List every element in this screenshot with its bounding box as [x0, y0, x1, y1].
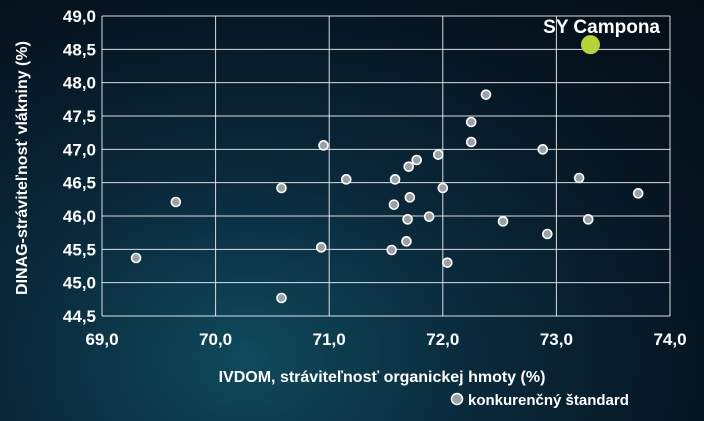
scatter-point — [386, 244, 397, 256]
scatter-point — [389, 174, 401, 185]
grid-lines — [101, 15, 671, 317]
y-tick-label: 49,0 — [63, 7, 96, 26]
y-axis-title: DINAG-stráviteľnosť vlákniny (%) — [14, 41, 31, 295]
scatter-point — [537, 144, 549, 155]
scatter-point — [497, 216, 509, 227]
x-axis-ticks: 69,0 70,0 71,0 72,0 73,0 74,0 — [85, 330, 686, 349]
x-tick-label: 69,0 — [85, 330, 118, 349]
scatter-point — [403, 161, 415, 172]
y-tick-label: 44,5 — [63, 307, 96, 326]
x-tick-label: 71,0 — [313, 330, 346, 349]
scatter-point — [442, 257, 453, 268]
legend-marker — [450, 392, 464, 406]
scatter-point — [411, 154, 422, 166]
y-tick-label: 45,0 — [63, 274, 96, 293]
scatter-point — [276, 292, 287, 304]
scatter-point — [404, 192, 416, 203]
scatter-point — [315, 242, 327, 253]
scatter-point — [388, 199, 400, 210]
scatter-point — [401, 236, 412, 247]
y-tick-label: 47,0 — [63, 140, 96, 159]
scatter-point — [170, 196, 182, 208]
y-tick-label: 46,0 — [63, 207, 96, 226]
x-tick-label: 70,0 — [199, 330, 232, 349]
x-tick-label: 72,0 — [426, 330, 459, 349]
scatter-point — [573, 172, 585, 184]
x-tick-label: 73,0 — [540, 330, 573, 349]
scatter-point — [480, 89, 492, 100]
scatter-point — [340, 174, 352, 185]
x-tick-label: 74,0 — [653, 330, 686, 349]
scatter-point — [318, 140, 329, 151]
scatter-point — [542, 228, 553, 240]
legend: konkurenčný štandard — [450, 392, 629, 409]
scatter-point — [465, 116, 477, 128]
y-axis-ticks: 44,5 45,0 45,5 46,0 46,5 47,0 47,5 48,0 48,5 49,0 — [63, 7, 96, 326]
scatter-point — [276, 182, 287, 194]
campona-annotation: SY Campona — [543, 17, 660, 38]
y-tick-label: 46,5 — [63, 174, 96, 193]
scatter-point — [465, 136, 477, 148]
highlight-point — [580, 35, 600, 55]
legend-label: konkurenčný štandard — [468, 392, 629, 409]
y-tick-label: 48,0 — [63, 74, 96, 93]
x-axis-title: IVDOM, stráviteľnosť organickej hmoty (%… — [219, 369, 546, 386]
scatter-point — [423, 211, 435, 222]
y-tick-label: 48,5 — [63, 40, 96, 59]
scatter-point — [437, 182, 449, 194]
scatter-point — [432, 149, 444, 160]
scatter-point — [130, 252, 142, 264]
data-points — [130, 35, 644, 304]
scatter-point — [402, 214, 413, 225]
scatter-point — [632, 188, 644, 199]
y-tick-label: 47,5 — [63, 107, 96, 126]
scatter-point — [582, 214, 594, 225]
y-tick-label: 45,5 — [63, 240, 96, 259]
